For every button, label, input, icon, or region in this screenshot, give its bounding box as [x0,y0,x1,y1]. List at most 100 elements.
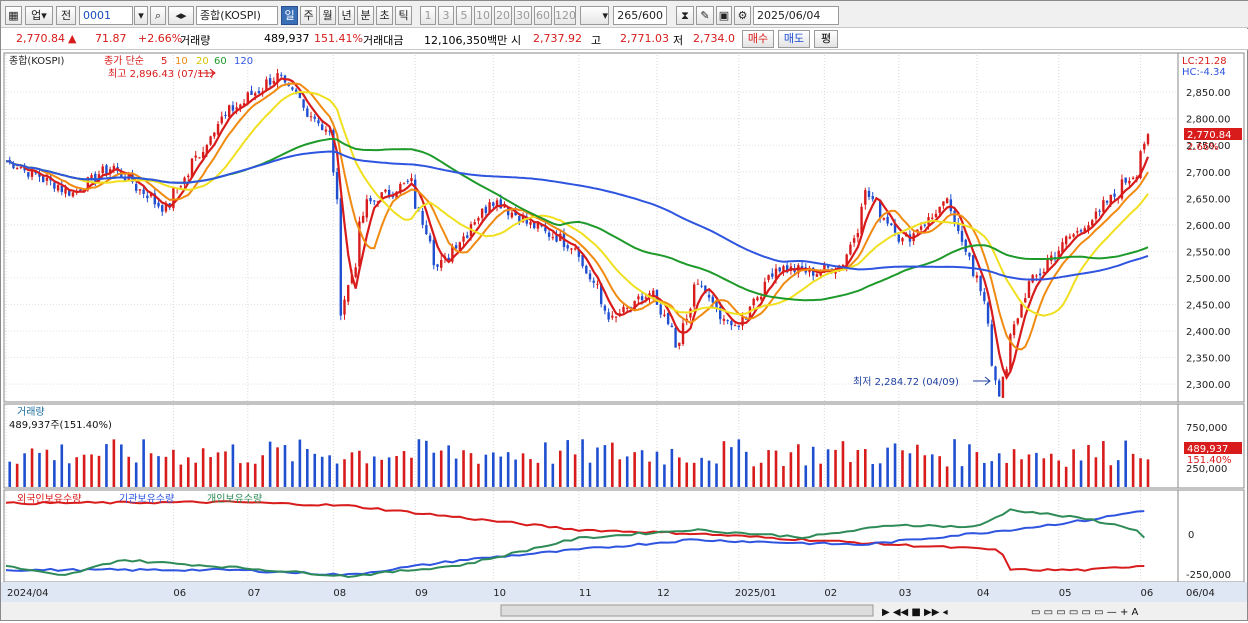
candle-body [1105,200,1109,203]
volume-bar [164,456,168,487]
volume-bar [685,462,689,487]
volume-bar [105,444,108,487]
interval-button-2[interactable]: 5 [456,6,472,25]
volume-bar [521,453,525,487]
x-tick-label: 07 [248,588,261,599]
period-button-2[interactable]: 월 [319,6,336,25]
save-icon[interactable]: ▣ [716,6,732,25]
candle-body [871,196,874,200]
period-button-5[interactable]: 초 [376,6,393,25]
volume-bar [834,449,837,487]
volume-bar [1042,458,1046,487]
scrollbar-thumb[interactable] [500,604,874,617]
volume-bar [767,450,770,487]
market-select[interactable]: 업▾ [25,6,53,25]
interval-dropdown[interactable]: ▾ [580,6,609,25]
volume-bar [990,461,994,487]
candle-body [599,283,603,305]
price-axis [1177,52,1245,403]
candle-body [369,197,372,202]
candle-body [56,185,60,191]
volume-bar [38,452,41,487]
count-input[interactable]: 265/600 [613,6,667,25]
candle-body [317,120,320,124]
code-dropdown-icon[interactable]: ▾ [134,6,148,25]
volume-bar [670,448,674,487]
candle-body [265,79,268,91]
interval-button-5[interactable]: 30 [514,6,532,25]
candle-body [79,189,82,191]
sell-button[interactable]: 매도 [778,30,810,48]
interval-button-1[interactable]: 3 [438,6,454,25]
volume-bar [1116,460,1120,487]
volume-bar [1005,462,1008,487]
volume-bar [596,447,599,487]
volume-bar [53,460,56,487]
candle-body [172,187,175,209]
volume-bar [1139,458,1142,487]
candle-body [458,242,462,250]
volume-bar [60,444,64,487]
candle-body [227,105,231,118]
code-input[interactable]: 0001 [79,6,133,25]
candle-body [86,177,90,191]
candle-body [923,224,927,226]
volume-bar [268,441,272,487]
draw-tool-icon[interactable]: ✎ [696,6,714,25]
candle-body [1035,275,1038,277]
candle-type-icon[interactable]: ⧗ [676,6,694,25]
price-pane [3,52,1179,403]
candle-body [313,116,316,119]
interval-button-6[interactable]: 60 [534,6,552,25]
candle-body [1001,376,1005,398]
volume-bar [112,439,116,487]
volume-bar [1102,441,1105,487]
candle-body [678,342,681,346]
candle-body [1102,200,1105,212]
layout-icon[interactable]: ▦ [5,6,22,25]
candle-body [361,215,365,223]
eval-button[interactable]: 평 [814,30,838,48]
volume-bar [67,463,71,487]
interval-button-3[interactable]: 10 [474,6,492,25]
candle-body [960,230,964,242]
candle-body [533,221,536,229]
candle-body [611,315,614,318]
volume-bar [841,441,845,487]
period-button-3[interactable]: 년 [338,6,355,25]
candle-body [596,283,599,285]
buy-button[interactable]: 매수 [742,30,774,48]
candle-body [142,189,145,194]
candle-body [521,214,525,222]
candle-body [343,299,346,315]
volume-bar [75,457,78,487]
zoom-controls-icon[interactable]: ▭ ▭ ▭ ▭ ▭ ▭ — + A [1031,607,1138,618]
volume-bar [886,447,889,487]
candle-body [644,297,648,299]
speaker-icon[interactable]: ◂▸ [168,6,194,25]
volume-bar [447,445,450,487]
volume-bar [1064,466,1068,487]
prev-button[interactable]: 전 [56,6,76,25]
candle-body [462,236,465,242]
candle-body [566,245,569,249]
open-label: 시 [511,34,522,47]
interval-button-4[interactable]: 20 [494,6,512,25]
candle-body [1072,234,1075,237]
volume-bar [372,456,376,487]
period-button-0[interactable]: 일 [281,6,298,25]
interval-button-0[interactable]: 1 [420,6,436,25]
period-button-6[interactable]: 틱 [395,6,412,25]
candle-body [413,179,417,209]
period-button-4[interactable]: 분 [357,6,374,25]
price-tick-label: 2,500.00 [1186,274,1231,285]
interval-button-7[interactable]: 120 [554,6,576,25]
date-input[interactable]: 2025/06/04 [753,6,839,25]
volume-bar [953,439,956,487]
scroll-controls-icon[interactable]: ▶ ◀◀ ■ ▶▶ ◂ [882,607,948,618]
gear-icon[interactable]: ⚙ [734,6,751,25]
candle-body [239,104,242,109]
period-button-1[interactable]: 주 [300,6,317,25]
search-icon[interactable]: ⌕ [150,6,166,25]
candle-body [689,308,692,318]
